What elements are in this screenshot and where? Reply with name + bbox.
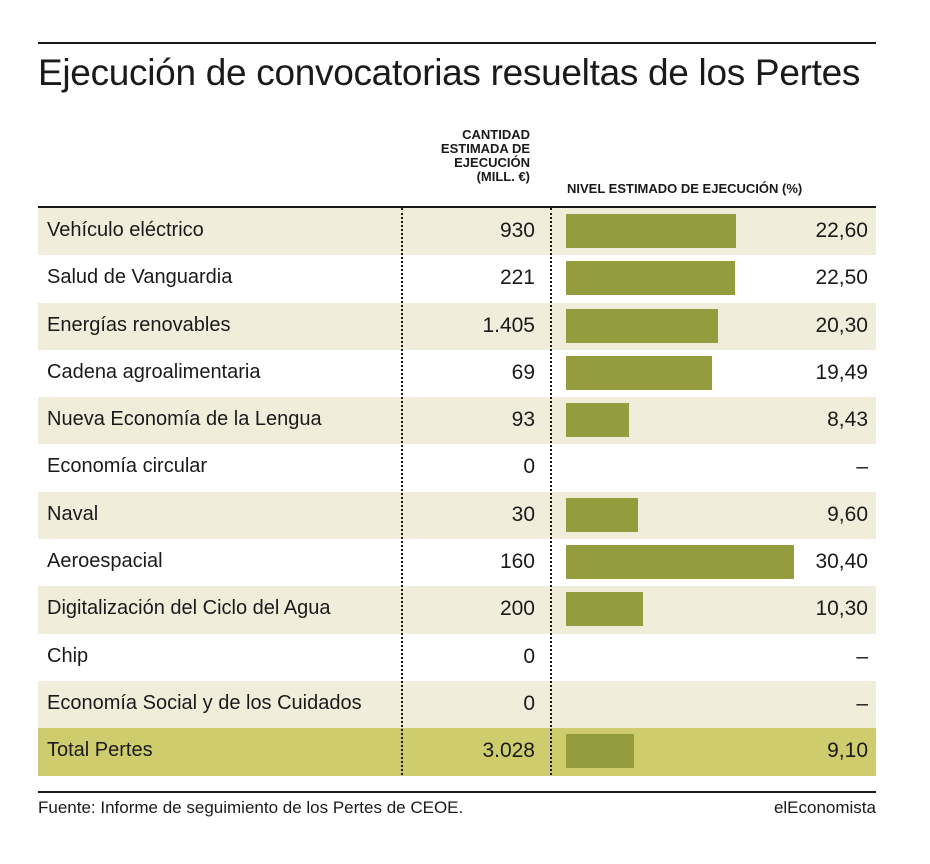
category-label: Digitalización del Ciclo del Agua <box>47 597 331 620</box>
category-label: Total Pertes <box>47 739 153 762</box>
amount-header-line: EJECUCIÓN <box>454 155 530 170</box>
amount-header-line: ESTIMADA DE <box>440 141 530 156</box>
amount-value: 93 <box>511 408 535 432</box>
execution-bar <box>566 592 644 627</box>
category-label: Salud de Vanguardia <box>47 266 233 289</box>
level-value: 8,43 <box>827 408 868 432</box>
table-body: Vehículo eléctrico 930 22,60 Salud de Vangu… <box>38 208 876 776</box>
brand-label: elEconomista <box>773 798 876 817</box>
execution-bar <box>566 308 719 343</box>
category-label: Chip <box>47 644 89 667</box>
table-row: Economía Social y de los Cuidados 0 – <box>38 680 876 729</box>
amount-value: 930 <box>499 219 535 242</box>
amount-value: 69 <box>511 360 535 384</box>
amount-value: 1.405 <box>482 313 535 337</box>
level-value: 19,49 <box>815 360 868 384</box>
execution-bar <box>566 214 736 248</box>
level-value: 9,10 <box>827 739 868 763</box>
category-label: Nueva Economía de la Lengua <box>47 408 322 431</box>
category-label: Energías renovables <box>47 313 231 336</box>
level-column-header: NIVEL ESTIMADO DE EJECUCIÓN (%) <box>567 181 803 196</box>
table-row: Cadena agroalimentaria 69 19,49 <box>38 350 876 397</box>
category-label: Economía circular <box>47 455 208 478</box>
amount-value: 200 <box>499 597 535 621</box>
source-note: Fuente: Informe de seguimiento de los Pe… <box>38 798 464 817</box>
amount-value: 0 <box>523 455 535 479</box>
level-value: – <box>856 455 868 479</box>
category-label: Cadena agroalimentaria <box>47 360 261 383</box>
level-value: 30,40 <box>815 550 868 574</box>
category-label: Naval <box>47 502 99 525</box>
level-value: 10,30 <box>815 597 868 621</box>
table-row: Salud de Vanguardia 221 22,50 <box>38 255 876 302</box>
table-row: Naval 30 9,60 <box>38 491 876 540</box>
amount-value: 0 <box>523 644 535 668</box>
total-row: Total Pertes 3.028 9,10 <box>38 728 876 776</box>
execution-bar <box>566 545 794 580</box>
table-row: Aeroespacial 160 30,40 <box>38 539 876 586</box>
amount-value: 0 <box>523 691 535 715</box>
amount-value: 160 <box>499 550 535 574</box>
bottom-rule <box>38 791 876 793</box>
amount-value: 3.028 <box>482 739 535 763</box>
level-value: 20,30 <box>815 313 868 337</box>
dotted-separator-left <box>401 208 403 775</box>
execution-bar <box>566 261 735 296</box>
dotted-separator-right <box>550 208 552 775</box>
execution-bar <box>566 355 713 390</box>
amount-column-header: CANTIDAD ESTIMADA DE EJECUCIÓN (MILL. €) <box>390 128 530 184</box>
level-value: – <box>856 691 868 715</box>
execution-bar <box>566 403 630 438</box>
amount-header-line: (MILL. €) <box>476 169 530 184</box>
table-row: Vehículo eléctrico 930 22,60 <box>38 208 876 256</box>
header-rule <box>38 206 876 208</box>
category-label: Aeroespacial <box>47 550 163 573</box>
category-label: Vehículo eléctrico <box>47 219 204 241</box>
table-row: Economía circular 0 – <box>38 444 876 491</box>
top-rule <box>38 42 876 44</box>
amount-value: 221 <box>499 266 535 290</box>
table-row: Nueva Economía de la Lengua 93 8,43 <box>38 397 876 445</box>
level-value: 22,60 <box>815 219 868 242</box>
amount-header-line: CANTIDAD <box>462 127 530 142</box>
chart-title: Ejecución de convocatorias resueltas de … <box>38 52 861 93</box>
table-row: Digitalización del Ciclo del Agua 200 10,3… <box>38 586 876 634</box>
table-row: Energías renovables 1.405 20,30 <box>38 302 876 350</box>
level-value: 22,50 <box>815 266 868 290</box>
table-row: Chip 0 – <box>38 634 876 681</box>
execution-bar <box>566 734 635 769</box>
level-value: 9,60 <box>827 502 868 526</box>
amount-value: 30 <box>511 502 535 526</box>
category-label: Economía Social y de los Cuidados <box>47 691 362 714</box>
level-value: – <box>856 644 868 668</box>
execution-bar <box>566 497 638 532</box>
